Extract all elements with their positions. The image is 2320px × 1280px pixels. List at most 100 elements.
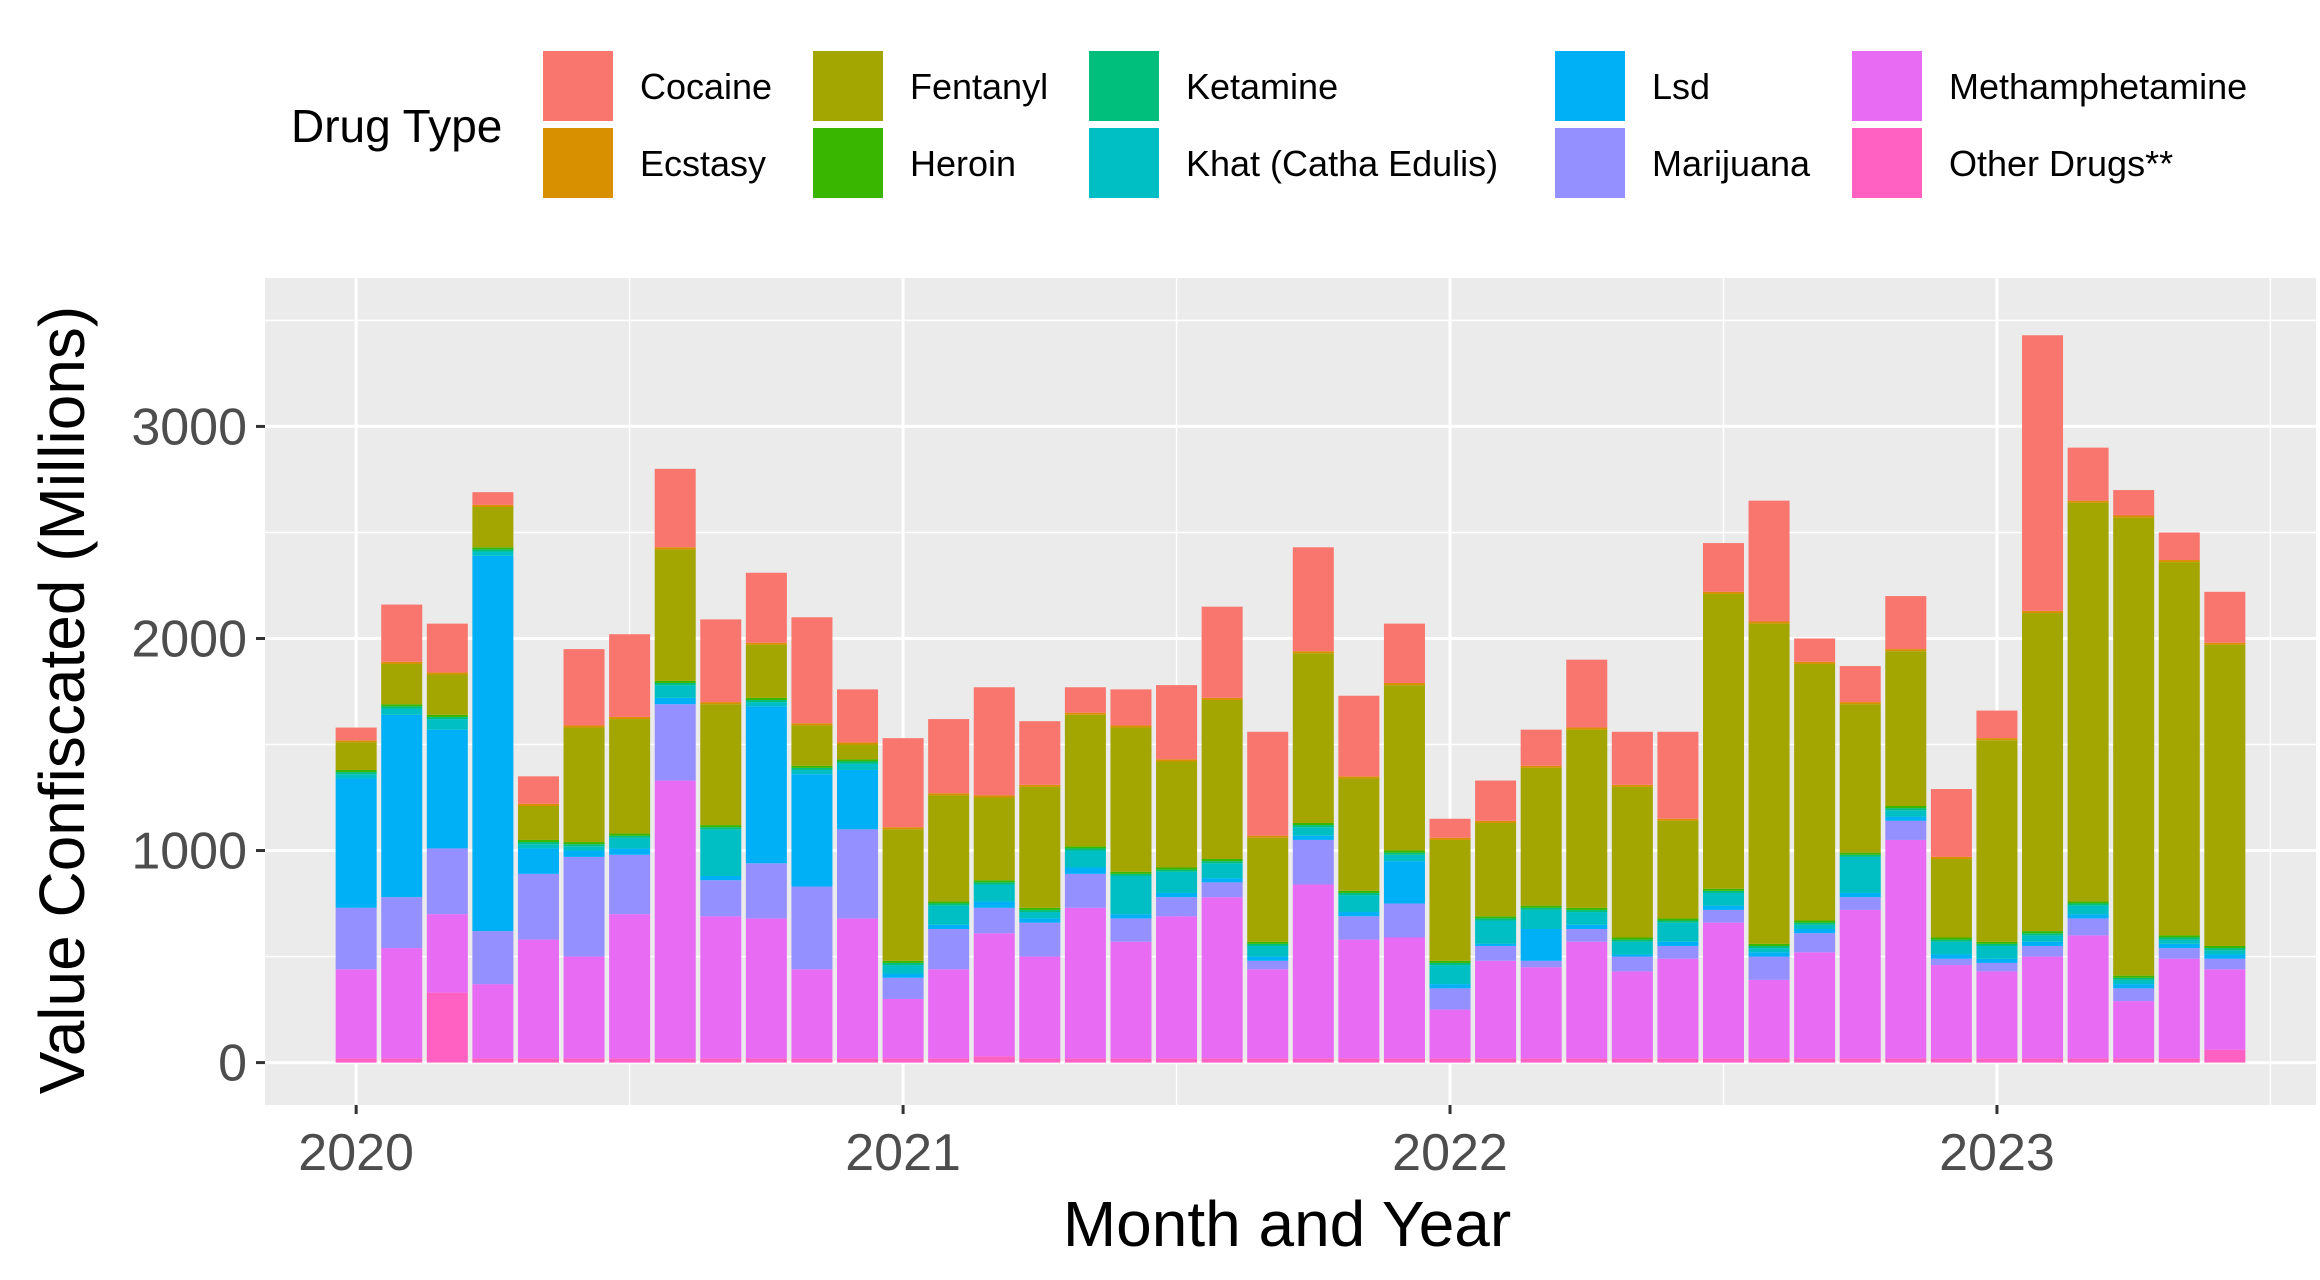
bar-segment-lsd — [609, 848, 651, 855]
bar-segment-ecstasy — [1930, 856, 1972, 860]
bar-segment-ecstasy — [335, 740, 377, 743]
bar-segment-methamphetamine — [2204, 969, 2246, 1050]
bar-segment-ketamine — [1475, 918, 1517, 921]
bar-segment-heroin — [1429, 960, 1471, 963]
bar-segment-other-drugs — [791, 1058, 833, 1063]
bar-segment-heroin — [2022, 931, 2064, 934]
bar-segment-khat-catha-edulis — [1657, 922, 1699, 942]
bar-segment-khat-catha-edulis — [2022, 935, 2064, 942]
bar-segment-methamphetamine — [1794, 952, 1836, 1059]
bar-segment-cocaine — [837, 689, 879, 743]
bar-segment-khat-catha-edulis — [517, 844, 559, 849]
bar-segment-marijuana — [381, 897, 423, 949]
bar-segment-fentanyl — [745, 644, 787, 698]
bar-segment-ketamine — [609, 835, 651, 838]
bar-segment-cocaine — [1110, 689, 1152, 726]
bar-segment-methamphetamine — [1885, 839, 1927, 1059]
bar-segment-ketamine — [1201, 861, 1243, 864]
bar-segment-lsd — [472, 555, 514, 932]
bar-segment-marijuana — [1156, 897, 1198, 917]
bar-segment-ketamine — [381, 706, 423, 709]
bar-segment-fentanyl — [1064, 714, 1106, 847]
bar-segment-ketamine — [335, 772, 377, 775]
bar-segment-lsd — [1383, 861, 1425, 904]
bar-segment-marijuana — [2113, 988, 2155, 1002]
bar-segment-ecstasy — [563, 725, 605, 728]
bar-segment-ecstasy — [1885, 649, 1927, 652]
bar-segment-heroin — [654, 680, 696, 684]
bar-segment-lsd — [2067, 914, 2109, 919]
bar-segment-fentanyl — [2204, 644, 2246, 946]
y-axis: 0 1000 2000 3000 — [131, 398, 265, 1093]
bar-segment-marijuana — [973, 907, 1015, 934]
bar-segment-ketamine — [1748, 945, 1790, 949]
bar-segment-ketamine — [2158, 937, 2200, 940]
bar-segment-lsd — [1429, 984, 1471, 989]
bar-segment-other-drugs — [517, 1058, 559, 1063]
bar-segment-heroin — [1839, 852, 1881, 855]
bar-segment-other-drugs — [1520, 1058, 1562, 1063]
bar-segment-marijuana — [928, 928, 970, 970]
bar-segment-marijuana — [517, 873, 559, 940]
bar-segment-ecstasy — [1611, 784, 1653, 787]
gridlines — [265, 278, 2316, 1105]
bar-segment-cocaine — [1383, 623, 1425, 684]
bar-segment-ecstasy — [472, 504, 514, 508]
bar-segment-ecstasy — [381, 661, 423, 664]
legend: Drug Type Cocaine Ecstasy Fentanyl Heroin Ke… — [291, 49, 2247, 200]
bar-segment-methamphetamine — [335, 969, 377, 1059]
bar-segment-heroin — [1611, 937, 1653, 940]
bar-segment-marijuana — [1520, 960, 1562, 968]
bar-segment-fentanyl — [517, 806, 559, 840]
bar-segment-lsd — [1885, 816, 1927, 821]
bar-segment-marijuana — [1064, 873, 1106, 908]
bar-segment-methamphetamine — [1839, 909, 1881, 1059]
bar-segment-other-drugs — [1748, 1058, 1790, 1063]
bar-segment-ecstasy — [2204, 642, 2246, 645]
bar-segment-heroin — [563, 842, 605, 845]
bar-segment-khat-catha-edulis — [1520, 909, 1562, 929]
bar-segment-heroin — [2158, 935, 2200, 938]
bar-segment-lsd — [2158, 943, 2200, 949]
bar-segment-cocaine — [609, 634, 651, 717]
bar-segment-khat-catha-edulis — [426, 719, 468, 730]
bar-segment-cocaine — [1794, 638, 1836, 662]
bar-segment-fentanyl — [335, 742, 377, 770]
legend-key — [1850, 49, 1924, 123]
bar-segment-ketamine — [1885, 808, 1927, 811]
bar-segment-cocaine — [1976, 710, 2018, 739]
bar-segment-other-drugs — [335, 1058, 377, 1063]
bar-segment-khat-catha-edulis — [1566, 912, 1608, 925]
bar-segment-ecstasy — [1064, 712, 1106, 715]
bar-segment-other-drugs — [1156, 1058, 1198, 1063]
bar-segment-methamphetamine — [609, 914, 651, 1059]
bar-segment-ecstasy — [2067, 500, 2109, 503]
y-axis-title: Value Confiscated (Millions) — [26, 306, 98, 1094]
bar-segment-cocaine — [1019, 721, 1061, 785]
legend-key — [811, 126, 885, 200]
bar-segment-lsd — [928, 924, 970, 929]
bar-segment-heroin — [1383, 850, 1425, 853]
bar-segment-other-drugs — [1566, 1058, 1608, 1063]
legend-label: Ecstasy — [640, 143, 766, 184]
bar-segment-ketamine — [1930, 939, 1972, 942]
bar-segment-heroin — [1201, 859, 1243, 862]
bar-segment-ketamine — [1110, 873, 1152, 876]
bar-segment-lsd — [2022, 941, 2064, 946]
bar-segment-khat-catha-edulis — [700, 829, 742, 876]
bar-segment-marijuana — [1611, 956, 1653, 972]
bar-segment-ketamine — [1611, 939, 1653, 942]
bar-segment-cocaine — [517, 776, 559, 804]
bar-segment-methamphetamine — [1156, 916, 1198, 1059]
bar-segment-ketamine — [1520, 907, 1562, 910]
bar-segment-marijuana — [1338, 916, 1380, 940]
bar-segment-lsd — [1839, 892, 1881, 898]
bar-segment-fentanyl — [1156, 761, 1198, 868]
bar-segment-methamphetamine — [1019, 956, 1061, 1059]
bar-segment-methamphetamine — [928, 969, 970, 1059]
bar-segment-fentanyl — [1794, 663, 1836, 921]
bar-segment-khat-catha-edulis — [1611, 941, 1653, 955]
bar-segment-cocaine — [426, 623, 468, 673]
x-tick-label: 2022 — [1392, 1124, 1508, 1182]
